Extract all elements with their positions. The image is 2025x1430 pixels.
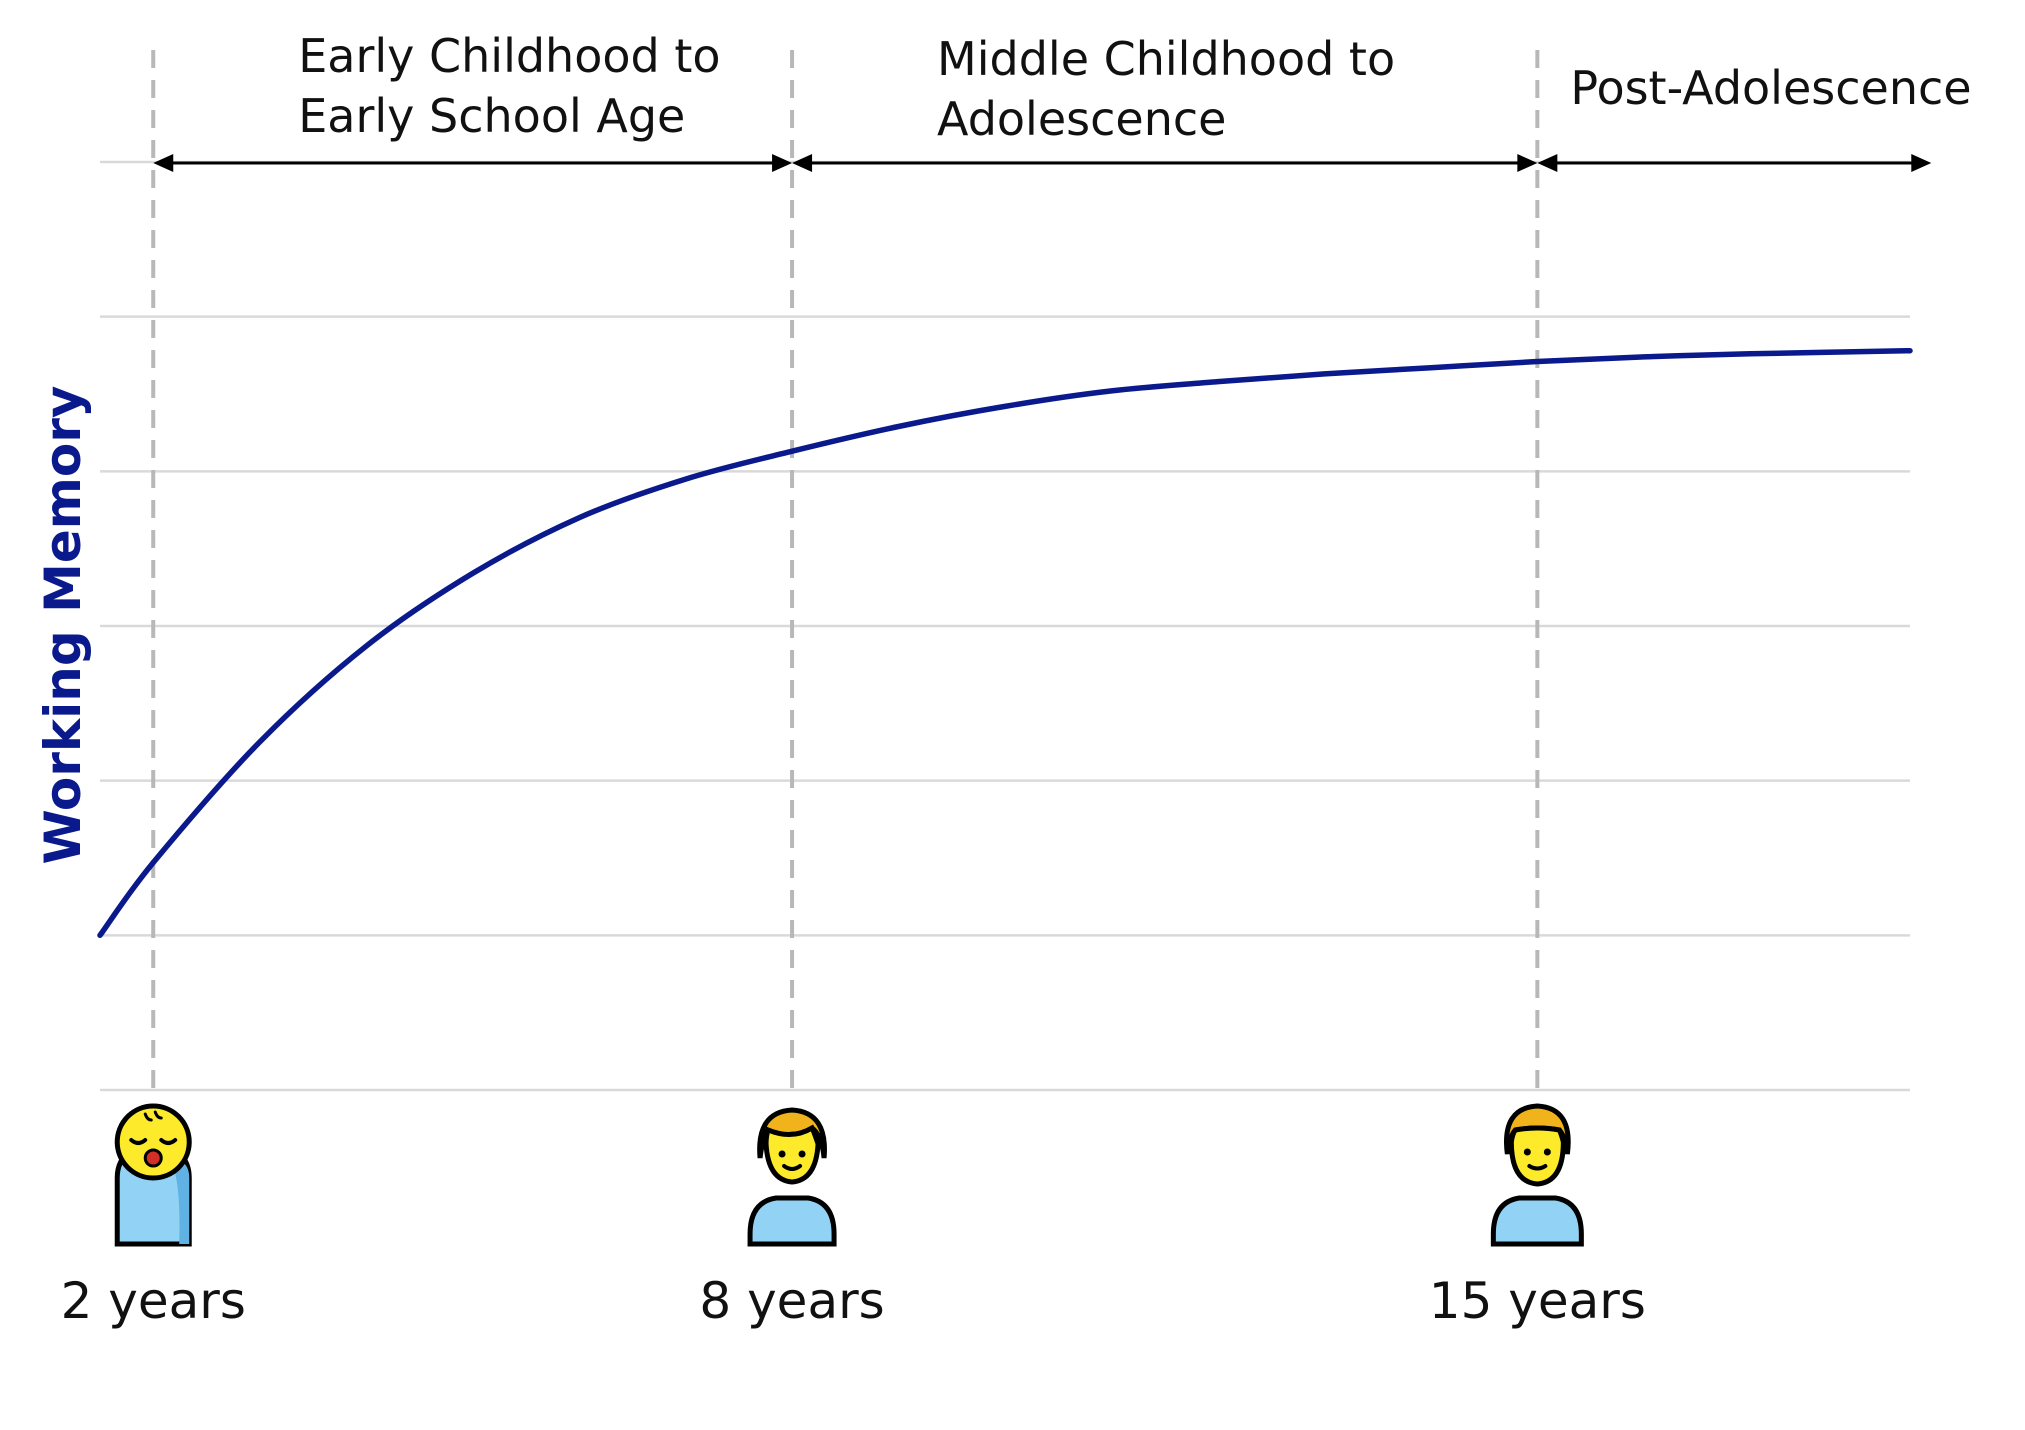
child-icon — [747, 1107, 837, 1247]
period-label: Early Childhood to Early School Age — [298, 29, 720, 143]
age-label: 8 years — [699, 1272, 884, 1330]
person-icon — [1490, 1103, 1584, 1247]
gridlines — [100, 160, 1910, 1092]
period-label: Post-Adolescence — [1570, 61, 1971, 115]
arrowhead-right — [772, 154, 793, 172]
arrowhead-right — [1517, 154, 1538, 172]
age-label: 2 years — [61, 1272, 246, 1330]
arrowhead-left — [1537, 154, 1558, 172]
age-icons — [114, 1103, 1584, 1247]
period-label: Middle Childhood to Adolescence — [937, 32, 1395, 146]
period-label-line: Adolescence — [937, 92, 1226, 146]
period-arrow — [792, 154, 1538, 172]
period-label-line: Early School Age — [298, 89, 685, 143]
period-arrow — [1537, 154, 1932, 172]
arrowhead-left — [153, 154, 174, 172]
working-memory-line — [97, 347, 1913, 939]
age-label: 15 years — [1429, 1272, 1646, 1330]
arrowhead-right — [1911, 154, 1932, 172]
period-label-line: Post-Adolescence — [1570, 61, 1971, 115]
period-label-line: Early Childhood to — [298, 29, 720, 83]
y-axis-label: Working Memory — [34, 386, 92, 865]
age-marker-lines — [151, 50, 1540, 1098]
series-layer — [97, 347, 1913, 939]
arrowhead-left — [792, 154, 813, 172]
age-labels: 2 years 8 years 15 years — [61, 1272, 1646, 1330]
period-annotations: Early Childhood to Early School Age Middle… — [153, 29, 1972, 172]
baby-icon — [114, 1103, 192, 1247]
period-label-line: Middle Childhood to — [937, 32, 1395, 86]
period-arrow — [153, 154, 793, 172]
